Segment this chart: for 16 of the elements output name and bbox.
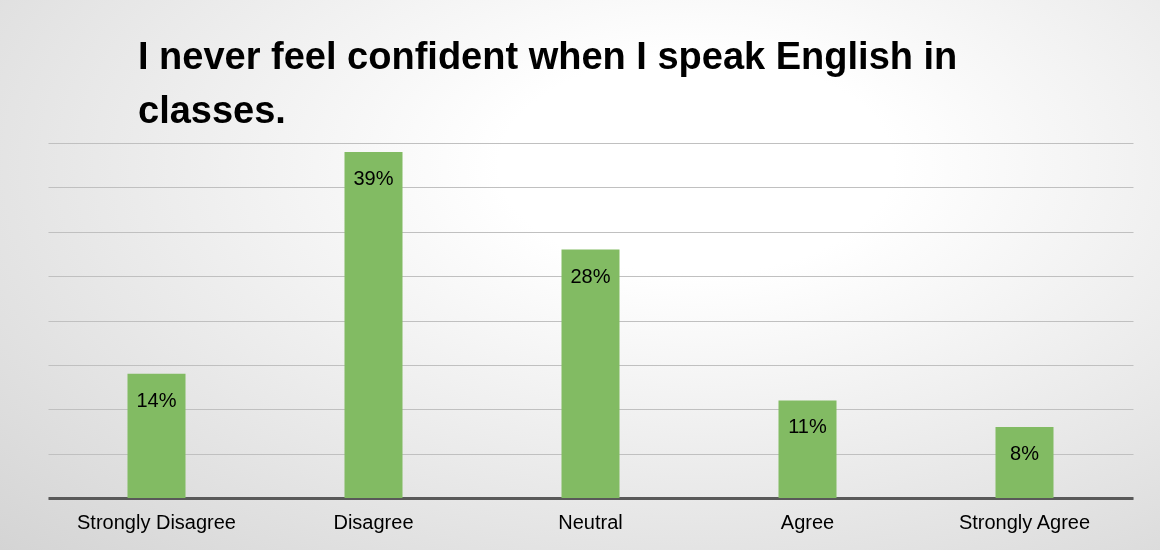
bar [778, 400, 837, 498]
data-label: 8% [1010, 442, 1040, 464]
x-tick-label: Neutral [558, 510, 623, 533]
x-tick-label: Agree [780, 510, 835, 533]
data-label: 14% [136, 388, 177, 411]
data-label: 39% [353, 166, 394, 189]
data-label: 11% [788, 415, 827, 438]
data-label: 28% [570, 264, 611, 287]
x-tick-label: Strongly Agree [958, 510, 1091, 533]
chart-title: I never feel confident when I speak English in classes. [138, 35, 958, 131]
x-tick-label: Strongly Disagree [77, 510, 236, 533]
bar [995, 427, 1054, 498]
bar [344, 151, 403, 498]
bar [127, 373, 186, 498]
bar [561, 249, 620, 498]
x-tick-label: Disagree [333, 510, 414, 533]
